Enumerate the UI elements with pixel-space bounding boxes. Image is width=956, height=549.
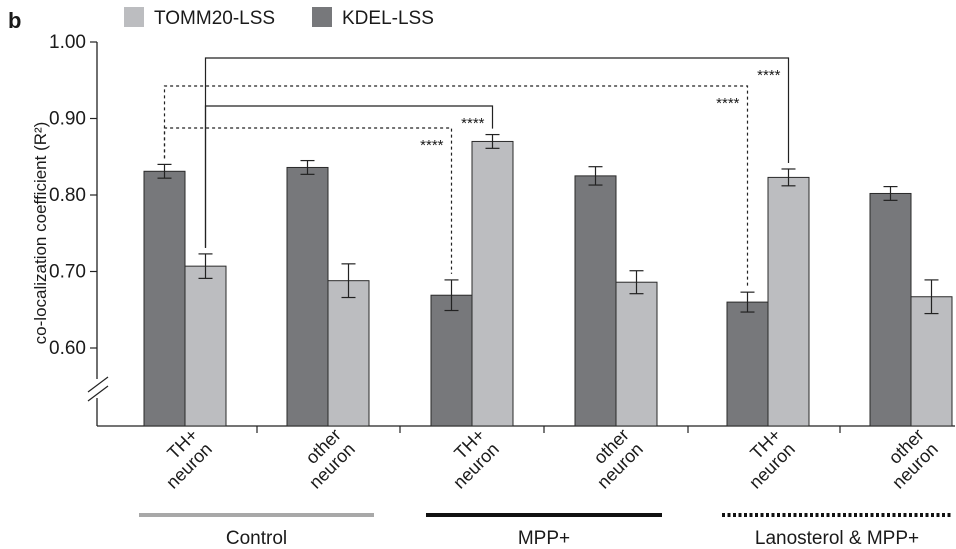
axis-break-mark bbox=[87, 376, 109, 393]
y-tick-label: 1.00 bbox=[49, 32, 86, 53]
category-labels: TH+neuron otherneuron TH+neuron otherneuron… bbox=[148, 425, 942, 493]
bar-kdel bbox=[286, 166, 329, 427]
y-tick-label: 0.90 bbox=[49, 109, 86, 130]
significance-bracket bbox=[204, 57, 790, 248]
significance-label: **** bbox=[461, 115, 485, 132]
bars bbox=[143, 140, 953, 427]
bar-kdel bbox=[574, 175, 617, 427]
panel-label: b bbox=[8, 8, 21, 33]
bar-kdel bbox=[430, 294, 473, 427]
y-tick-label: 0.70 bbox=[49, 262, 86, 283]
bar-tomm20 bbox=[184, 265, 227, 427]
legend-swatch-tomm20 bbox=[124, 7, 144, 27]
bar-tomm20 bbox=[767, 176, 810, 427]
bar-kdel bbox=[869, 192, 912, 427]
significance-label: **** bbox=[757, 67, 781, 84]
significance-brackets: **** **** **** **** bbox=[163, 57, 790, 287]
y-axis-ticks: 0.60 0.70 0.80 0.90 1.00 bbox=[49, 32, 97, 359]
bar-tomm20 bbox=[471, 140, 514, 427]
y-tick-label: 0.80 bbox=[49, 185, 86, 206]
category-label: otherneuron bbox=[874, 425, 942, 493]
error-bars bbox=[157, 133, 939, 315]
significance-bracket bbox=[204, 105, 494, 248]
y-tick-label: 0.60 bbox=[49, 338, 86, 359]
category-label: TH+neuron bbox=[148, 425, 216, 493]
legend-label-kdel: KDEL-LSS bbox=[342, 8, 434, 29]
category-label: TH+neuron bbox=[731, 425, 799, 493]
bar-kdel bbox=[143, 170, 186, 427]
legend: TOMM20-LSS KDEL-LSS bbox=[124, 7, 434, 29]
significance-bracket bbox=[163, 85, 749, 287]
significance-label: **** bbox=[420, 137, 444, 154]
category-label: otherneuron bbox=[291, 425, 359, 493]
axis-break-mark bbox=[87, 385, 109, 402]
bar-kdel bbox=[726, 301, 769, 427]
axes bbox=[87, 42, 955, 433]
legend-swatch-kdel bbox=[312, 7, 332, 27]
group-label: Control bbox=[226, 528, 287, 549]
legend-label-tomm20: TOMM20-LSS bbox=[154, 8, 275, 29]
group-labels: Control MPP+ Lanosterol & MPP+ bbox=[139, 513, 952, 549]
bar-tomm20 bbox=[615, 281, 658, 427]
significance-bracket bbox=[163, 127, 453, 274]
group-label: Lanosterol & MPP+ bbox=[755, 528, 919, 549]
bar-tomm20 bbox=[327, 280, 370, 427]
category-label: otherneuron bbox=[579, 425, 647, 493]
group-label: MPP+ bbox=[518, 528, 570, 549]
significance-label: **** bbox=[716, 95, 740, 112]
y-axis-label: co-localization coefficient (R²) bbox=[31, 122, 50, 345]
bar-tomm20 bbox=[910, 296, 953, 427]
category-label: TH+neuron bbox=[435, 425, 503, 493]
